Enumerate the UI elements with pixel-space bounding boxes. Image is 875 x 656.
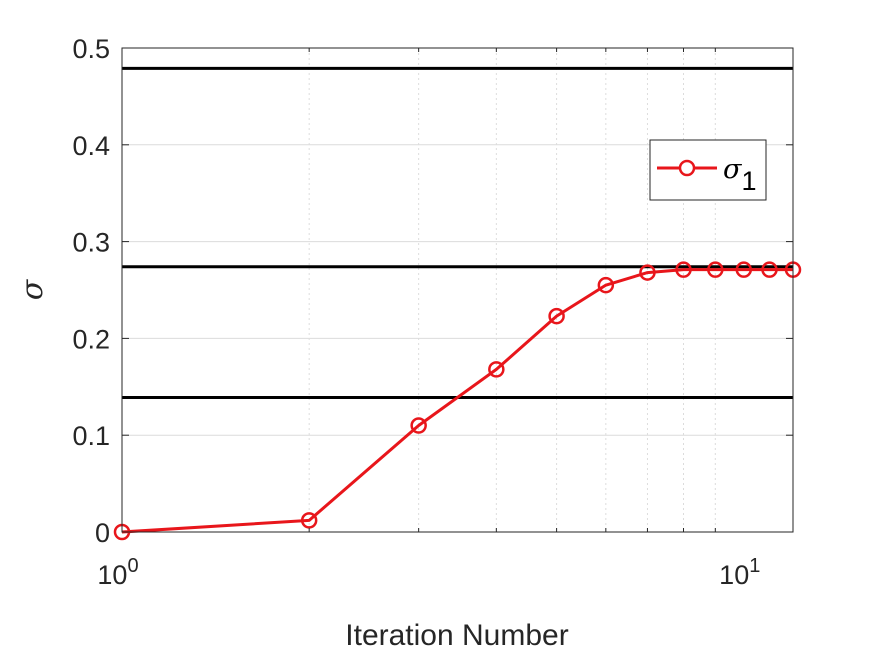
data-point <box>707 261 724 278</box>
plot-background <box>122 48 793 532</box>
y-axis-title: σ <box>15 278 50 300</box>
data-point <box>761 261 778 278</box>
legend-marker <box>678 159 696 177</box>
series-layer <box>113 261 802 541</box>
data-point <box>675 261 692 278</box>
data-point <box>488 361 505 378</box>
y-tick-label: 0 <box>95 518 110 548</box>
y-tick-label: 0.5 <box>72 34 110 64</box>
y-tick-label: 0.2 <box>72 324 110 354</box>
x-tick-label: 101 <box>719 555 760 590</box>
y-tick-label: 0.3 <box>72 228 110 258</box>
x-tick-label-base: 10 <box>719 560 749 590</box>
x-tick-label-base: 10 <box>97 560 127 590</box>
legend-box <box>649 139 767 201</box>
data-point <box>735 261 753 278</box>
data-point <box>639 264 656 281</box>
x-tick-label-exponent: 1 <box>749 555 760 577</box>
legend-entry-symbol: σ <box>723 154 743 185</box>
x-tick-label-exponent: 0 <box>127 555 138 577</box>
data-point <box>300 512 318 529</box>
data-point <box>410 417 427 434</box>
y-tick-label: 0.1 <box>72 421 110 451</box>
x-tick-label: 100 <box>97 555 138 590</box>
legend-entry-subscript: 1 <box>741 166 756 196</box>
ticks <box>121 47 793 533</box>
x-axis-title: Iteration Number <box>345 619 568 652</box>
data-point <box>597 276 615 294</box>
legend-entry-label: σ1 <box>723 154 756 196</box>
legend: σ1 <box>649 139 767 201</box>
series-line <box>121 268 793 534</box>
plot-frame <box>121 47 794 533</box>
data-point <box>548 307 565 325</box>
y-tick-label: 0.4 <box>72 131 110 161</box>
